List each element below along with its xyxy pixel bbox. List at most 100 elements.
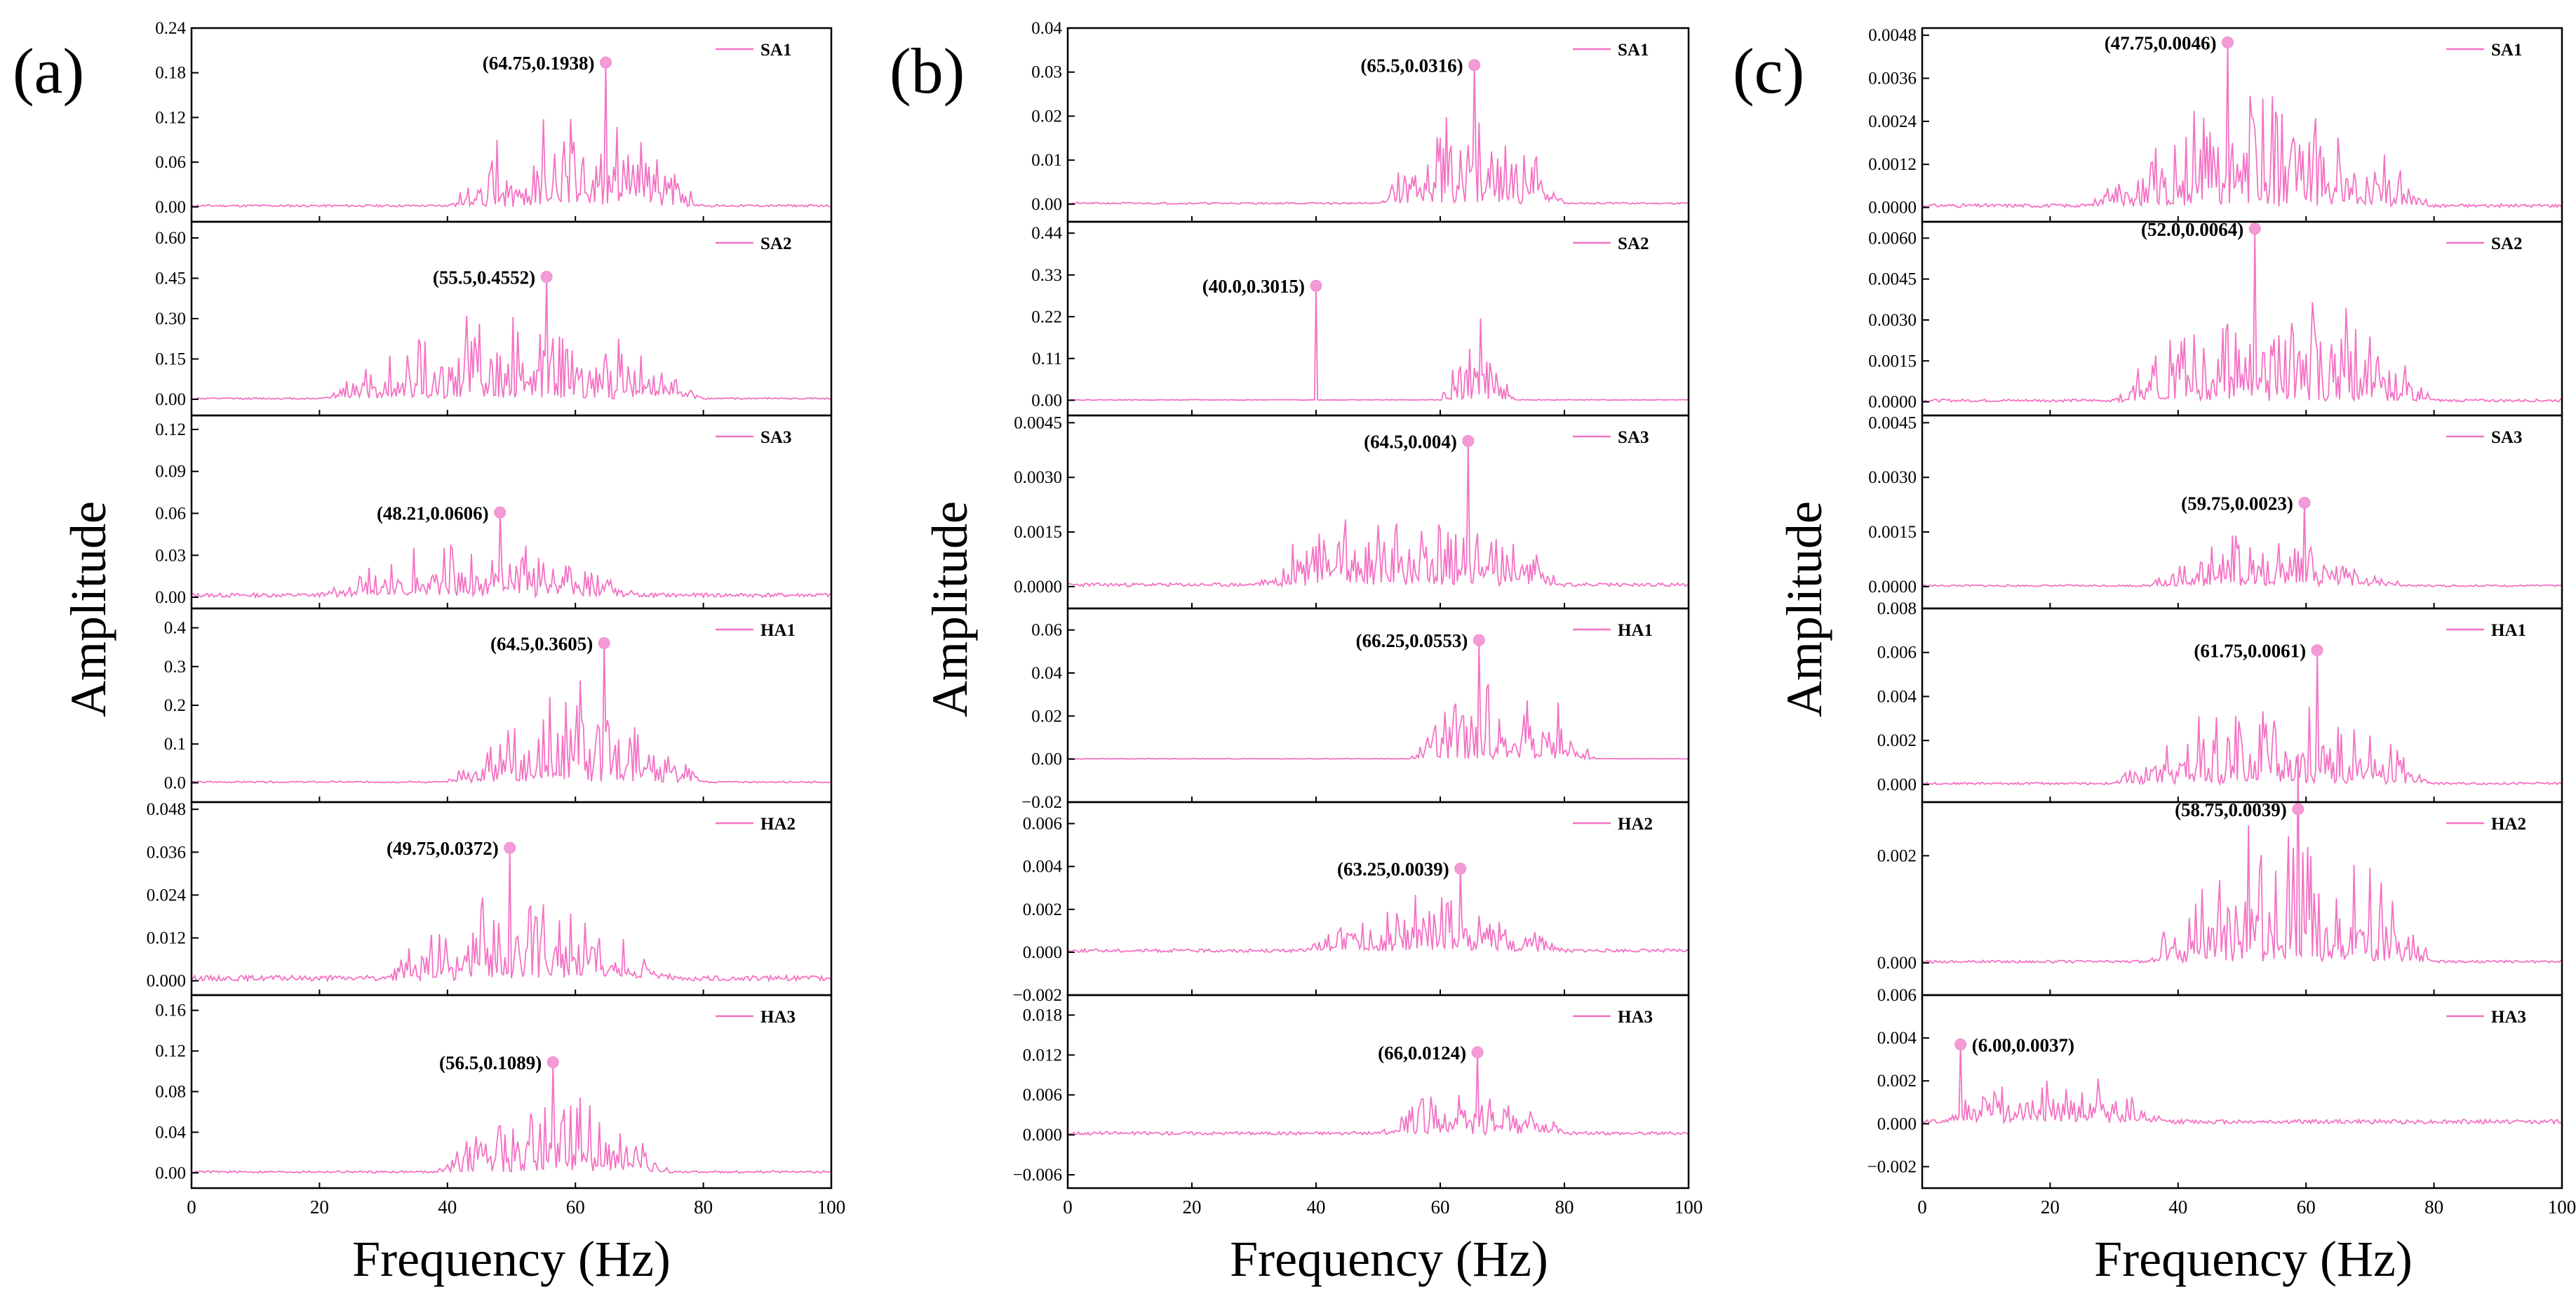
panel-a-subplot-ha3: 0.00 0.04 0.08 0.12 0.16 HA3 (56.5,0.1089) — [155, 994, 833, 1190]
panel-b-sa1-legend-label: SA1 — [1618, 41, 1649, 60]
panel-a-x-tick-label: 100 — [817, 1197, 846, 1218]
panel-a: (a) Amplitude Frequency (Hz) 0.000.060.1… — [13, 19, 845, 1287]
panel-a-y-axis-title: Amplitude — [60, 501, 116, 717]
panel-b-ha3-y-tick-label: 0.018 — [1023, 1006, 1062, 1025]
panel-a-ha2-y-tick-label: 0.024 — [147, 886, 187, 905]
panel-a-ha3-peak-label: (56.5,0.1089) — [439, 1053, 542, 1074]
panel-c-sa3-peak-marker — [2298, 497, 2311, 509]
panel-b-ha1-peak-label: (66.25,0.0553) — [1356, 630, 1468, 651]
panel-b-subplot-sa2: 0.00 0.11 0.22 0.33 0.44 SA2 (40.0,0.3015) — [1031, 220, 1690, 417]
panel-a-ha3-y-tick-label: 0.16 — [155, 1001, 186, 1020]
panel-a-sa2-y-tick-label: 0.15 — [155, 350, 186, 369]
panel-c-x-tick-label: 100 — [2548, 1197, 2576, 1218]
panel-b-ha3-y-tick-label: 0.006 — [1023, 1086, 1062, 1105]
panel-c-subplot-sa2: 0.0000 0.0015 0.0030 0.0045 0.0060 SA2 (52.0,0… — [1868, 219, 2563, 417]
panel-a-ha1-series-line — [191, 643, 832, 785]
panel-a-ha2-legend-label: HA2 — [760, 815, 796, 834]
panel-a-ha1-y-tick-label: 0.4 — [164, 619, 187, 638]
panel-a-sa2-series-line — [191, 276, 832, 401]
panel-a-sa1-y-tick-label: 0.00 — [155, 198, 186, 217]
panel-c-ha3-peak-marker — [1954, 1038, 1967, 1051]
panel-c-x-tick-label: 60 — [2297, 1197, 2316, 1218]
panel-c-ha1-peak-marker — [2311, 644, 2323, 657]
panel-a-ha1-peak-label: (64.5,0.3605) — [490, 633, 593, 654]
panel-b-ha3-y-tick-label: 0.000 — [1023, 1126, 1062, 1145]
panel-b-y-axis-title: Amplitude — [922, 501, 978, 717]
panel-a-sa3-series-line — [191, 512, 832, 599]
panel-b-ha1-y-tick-label: 0.06 — [1031, 621, 1062, 640]
panel-a-ha3-y-tick-label: 0.04 — [155, 1123, 186, 1142]
panel-b-sa2-y-tick-label: 0.00 — [1031, 391, 1062, 410]
panel-c: (c) Amplitude Frequency (Hz) 0.00000.001… — [1733, 26, 2576, 1287]
panel-c-subplot-ha2: 0.000 0.002 HA2 (58.75,0.0039) — [1877, 754, 2563, 997]
panel-a-ha1-y-tick-label: 0.3 — [164, 658, 186, 677]
panel-c-ha1-frame — [1921, 607, 2563, 804]
panel-b-ha1-legend-label: HA1 — [1618, 621, 1653, 640]
panel-a-ha3-y-tick-label: 0.08 — [155, 1083, 186, 1102]
panel-c-sa1-peak-marker — [2221, 36, 2234, 48]
panel-b-x-tick-label: 100 — [1675, 1197, 1703, 1218]
panel-b-sa1-peak-label: (65.5,0.0316) — [1360, 55, 1463, 76]
panel-a-sa3-y-tick-label: 0.03 — [155, 546, 186, 565]
panel-b-sa2-y-tick-label: 0.44 — [1031, 224, 1062, 243]
panel-c-sa3-peak-label: (59.75,0.0023) — [2181, 493, 2293, 514]
panel-c-sa1-y-tick-label: 0.0048 — [1868, 26, 1917, 45]
panel-c-ha3-series-line — [1921, 1044, 2562, 1126]
panel-b-sa1-series-line — [1067, 65, 1689, 206]
panel-b-subplot-sa3: 0.0000 0.0015 0.0030 0.0045 SA3 (64.5,0.004) — [1014, 413, 1690, 610]
panel-c-ha3-y-tick-label: 0.004 — [1877, 1029, 1917, 1048]
panel-a-ha3-series-line — [191, 1062, 832, 1174]
panel-a-sa3-legend-label: SA3 — [760, 428, 791, 447]
panel-c-sa2-peak-marker — [2248, 222, 2261, 235]
panel-b-sa2-legend-label: SA2 — [1618, 234, 1649, 253]
panel-c-ha3-legend-label: HA3 — [2491, 1008, 2526, 1027]
panel-a-ha2-series-line — [191, 848, 832, 983]
panel-a-x-tick-label: 60 — [566, 1197, 585, 1218]
panel-b-sa2-peak-label: (40.0,0.3015) — [1202, 276, 1305, 297]
panel-b-x-tick-label: 40 — [1307, 1197, 1326, 1218]
panel-a-subplot-ha1: 0.0 0.1 0.2 0.3 0.4 HA1 (64.5,0.3605) — [164, 607, 833, 804]
panel-c-ha3-peak-label: (6.00,0.0037) — [1972, 1034, 2074, 1055]
panel-a-sa1-y-tick-label: 0.24 — [155, 19, 186, 38]
panel-a-sa2-y-tick-label: 0.00 — [155, 390, 186, 409]
panel-a-ha1-peak-marker — [598, 637, 610, 649]
panel-a-ha2-y-tick-label: 0.036 — [147, 843, 186, 862]
panel-a-ha1-y-tick-label: 0.0 — [164, 773, 186, 792]
panel-b-ha1-peak-marker — [1473, 634, 1485, 646]
panel-a-ha3-peak-marker — [546, 1056, 559, 1069]
panel-c-sa3-legend-label: SA3 — [2491, 428, 2522, 447]
panel-c-sa2-legend-label: SA2 — [2491, 234, 2522, 253]
panel-c-ha2-y-tick-label: 0.000 — [1877, 954, 1917, 973]
panel-a-sa2-peak-marker — [540, 271, 553, 284]
panel-a-ha2-peak-label: (49.75,0.0372) — [387, 838, 499, 859]
panel-b-ha2-y-tick-label: 0.000 — [1023, 943, 1062, 962]
panel-a-subplot-ha2: 0.000 0.012 0.024 0.036 0.048 HA2 (49.75,0.037… — [147, 800, 833, 997]
panel-c-ha3-y-tick-label: 0.000 — [1877, 1114, 1917, 1133]
panel-b-sa1-y-tick-label: 0.04 — [1031, 19, 1062, 38]
panel-c-label: (c) — [1733, 35, 1804, 107]
panel-b-x-tick-label: 60 — [1431, 1197, 1450, 1218]
panel-a-sa1-y-tick-label: 0.06 — [155, 153, 186, 172]
panel-a-sa2-peak-label: (55.5,0.4552) — [433, 267, 535, 288]
panel-a-sa2-legend-label: SA2 — [760, 234, 791, 253]
panel-a-ha1-y-tick-label: 0.2 — [164, 696, 186, 715]
panel-b-ha3-series-line — [1067, 1052, 1689, 1137]
panel-a-subplot-sa3: 0.00 0.03 0.06 0.09 0.12 SA3 (48.21,0.0606) — [155, 414, 833, 610]
panel-a-x-tick-label: 80 — [694, 1197, 713, 1218]
panel-b-ha3-frame — [1066, 994, 1690, 1190]
panel-a-sa3-y-tick-label: 0.12 — [155, 420, 186, 439]
panel-a-sa2-y-tick-label: 0.30 — [155, 309, 186, 328]
panel-b-ha1-y-tick-label: −0.02 — [1021, 793, 1062, 812]
panel-b-ha1-series-line — [1067, 640, 1689, 761]
panel-c-subplot-sa1: 0.0000 0.0012 0.0024 0.0036 0.0048 SA1 (47.75,… — [1868, 26, 2563, 223]
panel-a-sa3-y-tick-label: 0.06 — [155, 504, 186, 523]
panel-c-sa3-y-tick-label: 0.0045 — [1868, 413, 1917, 432]
panel-b-ha1-y-tick-label: 0.02 — [1031, 707, 1062, 726]
panel-b-x-axis-title: Frequency (Hz) — [1230, 1231, 1548, 1287]
panel-c-ha1-y-tick-label: 0.002 — [1877, 731, 1917, 750]
panel-b-ha3-peak-label: (66,0.0124) — [1378, 1043, 1466, 1064]
panel-c-y-axis-title: Amplitude — [1776, 501, 1832, 717]
panel-a-ha1-y-tick-label: 0.1 — [164, 735, 186, 754]
panel-a-sa2-y-tick-label: 0.45 — [155, 269, 186, 288]
